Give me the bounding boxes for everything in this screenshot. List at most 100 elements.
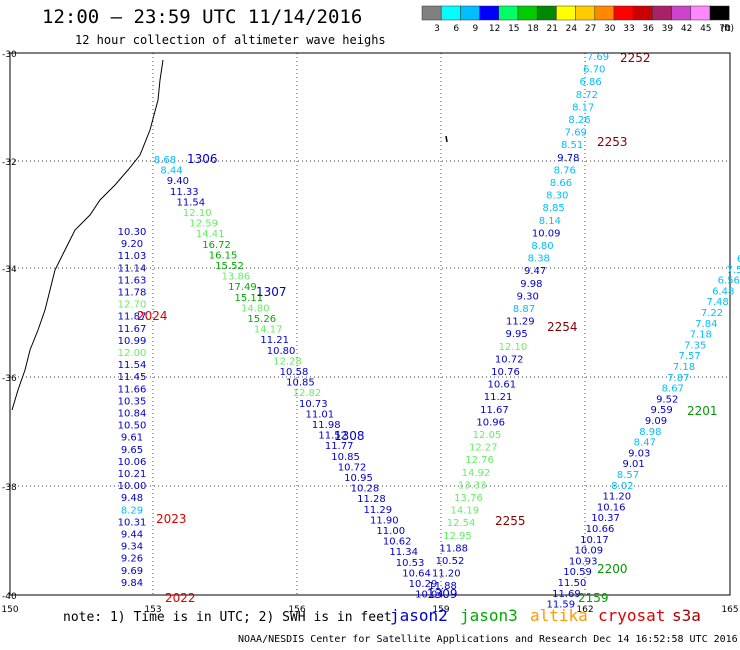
colorbar: 3 6 9 12 15 18 21 24 27 30 33 36 39 42 45 70(ft) xyxy=(421,5,734,34)
west-track-value: 10.84 xyxy=(118,409,147,420)
ne-track-value: 12.05 xyxy=(473,430,502,441)
diag-track-value: 11.90 xyxy=(370,515,399,526)
west-track-value: 9.84 xyxy=(121,578,143,589)
east-track-value: 7.87 xyxy=(667,373,689,384)
colorbar-swatch xyxy=(632,5,653,21)
diag-track-value: 11.29 xyxy=(364,505,393,516)
ne-track-value: 9.30 xyxy=(517,291,539,302)
east-track-value: 7.18 xyxy=(673,362,695,373)
east-track-value: 8.02 xyxy=(611,481,633,492)
diag-track-value: 17.49 xyxy=(228,282,257,293)
lat-tick-label: -38 xyxy=(2,483,17,493)
colorbar-swatch xyxy=(652,5,672,21)
colorbar-swatch xyxy=(556,5,576,21)
ne-track-value: 10.52 xyxy=(436,556,465,567)
east-track-value: 11.50 xyxy=(558,578,587,589)
diag-track-value: 12.59 xyxy=(189,219,218,230)
pass-label-2159: 2159 xyxy=(578,591,609,605)
lat-tick-label: -40 xyxy=(2,592,17,602)
diag-track-value: 10.58 xyxy=(280,367,309,378)
ne-track-value: 13.33 xyxy=(458,480,487,491)
diag-track-value: 9.40 xyxy=(167,176,189,187)
legend-cryosat: cryosat xyxy=(598,606,666,625)
diag-track-value: 15.26 xyxy=(247,314,276,325)
west-track-value: 9.69 xyxy=(121,566,143,577)
diag-track-value: 11.33 xyxy=(170,187,199,198)
east-track-value: 8.98 xyxy=(639,427,661,438)
ne-track-value: 14.19 xyxy=(450,506,479,517)
west-track-value: 10.31 xyxy=(118,517,147,528)
east-track-value: 11.69 xyxy=(552,589,581,600)
diag-track-value: 11.28 xyxy=(357,494,386,505)
diag-track-value: 11.54 xyxy=(176,197,205,208)
ne-track-value: 11.29 xyxy=(506,317,535,328)
west-track-value: 9.20 xyxy=(121,239,143,250)
ne-track-value: 6.86 xyxy=(579,77,601,88)
lat-tick-label: -30 xyxy=(2,50,17,60)
pass-label-2254: 2254 xyxy=(547,320,578,334)
west-track-value: 10.21 xyxy=(118,469,147,480)
west-track-value: 10.35 xyxy=(118,396,147,407)
lat-tick-label: -34 xyxy=(2,265,17,275)
credit-footer: NOAA/NESDIS Center for Satellite Applica… xyxy=(238,634,738,645)
colorbar-label: 15 xyxy=(508,24,519,34)
island-mark xyxy=(445,135,448,143)
diag-track-value: 14.41 xyxy=(196,229,225,240)
ne-track-value: 12.95 xyxy=(443,531,472,542)
ne-track-value: 9.95 xyxy=(505,329,527,340)
east-track-value: 9.09 xyxy=(645,416,667,427)
ne-track-value: 11.67 xyxy=(480,405,509,416)
diag-track-value: 12.28 xyxy=(273,356,302,367)
colorbar-swatch xyxy=(421,5,442,21)
pass-label-2201: 2201 xyxy=(687,404,718,418)
ne-track-value: 10.72 xyxy=(495,354,524,365)
legend-jason2: jason2 xyxy=(390,606,448,625)
footnote: note: 1) Time is in UTC; 2) SWH is in fe… xyxy=(63,610,392,625)
colorbar-label: 30 xyxy=(604,24,616,34)
west-track-value: 9.44 xyxy=(121,530,143,541)
east-track-value: 6.56 xyxy=(718,276,740,287)
diag-track-value: 11.52 xyxy=(318,431,347,442)
diag-track-value: 10.80 xyxy=(267,346,296,357)
west-track-value: 9.61 xyxy=(121,433,143,444)
legend-jason3: jason3 xyxy=(460,606,518,625)
east-track-value: 10.09 xyxy=(574,546,603,557)
diag-track-value: 11.00 xyxy=(376,526,405,537)
west-track-value: 11.03 xyxy=(118,251,147,262)
colorbar-swatch xyxy=(498,5,519,21)
west-track-value: 11.66 xyxy=(118,384,147,395)
colorbar-swatch xyxy=(517,5,538,21)
pass-label-2023: 2023 xyxy=(156,512,187,526)
pass-label-1308: 1308 xyxy=(334,429,365,443)
east-track-value: 7.5 xyxy=(726,265,740,276)
colorbar-label: 3 xyxy=(434,24,440,34)
east-track-value: 9.59 xyxy=(650,405,672,416)
colorbar-label: 70 xyxy=(719,24,731,34)
ne-track-value: 8.80 xyxy=(531,241,553,252)
west-track-value: 11.45 xyxy=(118,372,147,383)
west-track-value: 10.99 xyxy=(118,336,147,347)
colorbar-swatch xyxy=(671,5,692,21)
diag-track-value: 15.11 xyxy=(235,293,264,304)
diag-track-value: 14.80 xyxy=(241,303,270,314)
diag-track-value: 11.34 xyxy=(389,547,418,558)
east-track-value: 7.22 xyxy=(701,308,723,319)
ne-track-value: 8.85 xyxy=(542,203,564,214)
ne-track-value: 11.88 xyxy=(439,543,468,554)
east-track-value: 9.03 xyxy=(628,448,650,459)
diag-track-value: 12.10 xyxy=(183,208,212,219)
colorbar-label: 18 xyxy=(527,24,539,34)
lon-tick-label: 153 xyxy=(144,605,161,615)
ne-track-value: 10.76 xyxy=(491,367,520,378)
diag-track-value: 16.15 xyxy=(209,250,238,261)
west-track-value: 9.26 xyxy=(121,554,143,565)
colorbar-swatch xyxy=(709,5,730,21)
diag-track-value: 10.29 xyxy=(409,579,438,590)
ne-track-value: 8.30 xyxy=(546,191,568,202)
ne-track-value: 10.61 xyxy=(487,380,516,391)
ne-track-value: 11.88 xyxy=(428,581,457,592)
ne-track-value: 11.21 xyxy=(484,392,513,403)
west-track-value: 10.30 xyxy=(118,227,147,238)
colorbar-label: 36 xyxy=(642,24,654,34)
